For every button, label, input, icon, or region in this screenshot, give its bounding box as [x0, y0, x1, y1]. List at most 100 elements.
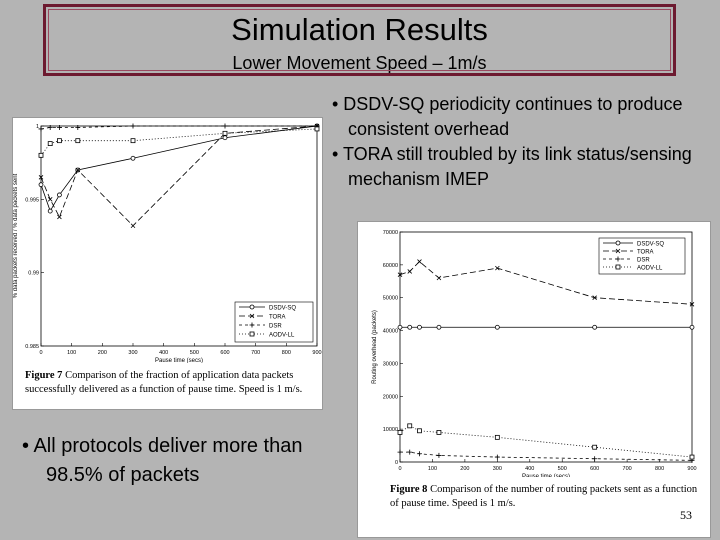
data-point	[495, 265, 500, 271]
legend-box	[234, 301, 314, 343]
data-point	[130, 123, 136, 129]
data-point	[689, 454, 695, 460]
data-point	[592, 324, 598, 330]
delivery-ratio-chart: 0 100 200 300 400 500 600 700 800 900 1 0.995 0.99 0.…	[13, 123, 322, 363]
x-tick-label: 0	[398, 466, 401, 472]
data-point	[75, 138, 81, 144]
legend-marker	[615, 240, 621, 246]
data-point	[57, 192, 62, 198]
series-line-tora	[40, 125, 318, 227]
x-tick-label: 600	[220, 350, 229, 356]
legend-label: AODV-LL	[269, 333, 295, 339]
data-point	[56, 124, 62, 130]
data-point	[417, 259, 422, 264]
figure-8-caption: Figure 8 Comparison of the number of rou…	[358, 477, 710, 511]
legend-label: AODV-LL	[637, 266, 663, 272]
bullet-item: • DSDV-SQ periodicity continues to produ…	[332, 94, 683, 139]
legend-box	[598, 237, 686, 275]
figure-label: Figure 8	[390, 484, 428, 495]
data-point	[38, 175, 44, 180]
x-tick-label: 200	[460, 466, 469, 472]
legend-marker	[615, 248, 621, 254]
data-point	[592, 456, 598, 462]
x-tick-label: 100	[67, 350, 76, 356]
x-tick-label: 700	[623, 466, 632, 472]
series-line-aodv-ll	[40, 128, 318, 156]
y-tick-label: 0.985	[25, 344, 39, 350]
bullet-list-right: • DSDV-SQ periodicity continues to produ…	[332, 92, 717, 192]
figure-caption-text: Comparison of the fraction of applicatio…	[25, 370, 303, 395]
data-point	[592, 444, 598, 450]
figure-label: Figure 7	[25, 370, 63, 381]
data-point	[75, 124, 81, 130]
x-tick-label: 800	[282, 350, 291, 356]
x-tick-label: 800	[655, 466, 664, 472]
routing-overhead-chart: 0 100 200 300 400 500 600 700 800 900 0 10000 20000 3…	[372, 230, 697, 477]
legend-label: DSR	[269, 324, 282, 330]
data-point	[38, 182, 44, 188]
x-axis-label: Pause time (secs)	[522, 474, 570, 477]
data-point	[494, 324, 500, 330]
data-point	[592, 295, 597, 300]
y-tick-label: 0	[395, 460, 398, 466]
figure-caption-text: Comparison of the number of routing pack…	[390, 484, 698, 509]
x-tick-label: 400	[525, 466, 534, 472]
legend-marker	[249, 331, 255, 337]
data-point	[494, 434, 500, 440]
x-tick-label: 200	[98, 350, 107, 356]
legend-label: DSDV-SQ	[637, 242, 664, 248]
legend-marker	[249, 304, 255, 310]
figure-7-caption: Figure 7 Comparison of the fraction of a…	[13, 363, 322, 397]
data-point	[47, 197, 53, 202]
data-point	[47, 208, 53, 214]
data-point	[130, 155, 136, 161]
data-point	[47, 124, 53, 130]
figure-8: 0 100 200 300 400 500 600 700 800 900 0 10000 20000 3…	[357, 221, 711, 538]
data-point	[436, 430, 442, 435]
data-point	[222, 135, 228, 141]
legend-label: TORA	[637, 250, 654, 256]
figure-7: 0 100 200 300 400 500 600 700 800 900 1 0.995 0.99 0.…	[12, 117, 323, 410]
legend-label: DSR	[637, 258, 650, 264]
data-point	[314, 126, 320, 132]
data-point	[436, 452, 442, 458]
slide-title: Simulation Results	[231, 12, 488, 47]
x-tick-label: 900	[312, 350, 321, 356]
data-point	[417, 324, 422, 330]
y-axis-label: % data packets received / % data packets…	[13, 173, 19, 298]
title-box: Simulation Results Lower Movement Speed …	[43, 4, 676, 76]
y-tick-label: 0.99	[28, 271, 39, 277]
bullet-list-left: • All protocols deliver more than 98.5% …	[22, 432, 322, 490]
x-tick-label: 600	[590, 466, 599, 472]
data-point	[407, 269, 413, 274]
data-point	[436, 275, 442, 281]
data-point	[417, 428, 422, 434]
data-point	[130, 223, 136, 229]
data-point	[436, 324, 442, 330]
data-point	[57, 138, 62, 144]
x-tick-label: 400	[159, 350, 168, 356]
x-tick-label: 700	[251, 350, 260, 356]
series-line-dsr	[40, 125, 317, 130]
y-tick-label: 20000	[383, 394, 398, 400]
data-point	[397, 272, 403, 277]
data-point	[38, 152, 44, 158]
y-tick-label: 0.995	[25, 197, 39, 203]
data-point	[397, 324, 403, 330]
data-point	[222, 123, 228, 129]
legend-marker	[249, 322, 255, 328]
legend-marker	[615, 264, 621, 270]
data-point	[407, 449, 413, 455]
x-axis-label: Pause time (secs)	[155, 358, 203, 363]
bullet-item: • TORA still troubled by its link status…	[332, 144, 692, 189]
data-point	[47, 141, 53, 147]
data-point	[130, 138, 136, 144]
data-point	[397, 430, 403, 435]
data-point	[689, 302, 695, 307]
data-point	[222, 130, 228, 136]
x-tick-label: 500	[190, 350, 199, 356]
y-tick-label: 10000	[383, 427, 398, 433]
x-tick-label: 500	[558, 466, 567, 472]
x-tick-label: 0	[39, 350, 42, 356]
y-tick-label: 50000	[383, 296, 398, 302]
